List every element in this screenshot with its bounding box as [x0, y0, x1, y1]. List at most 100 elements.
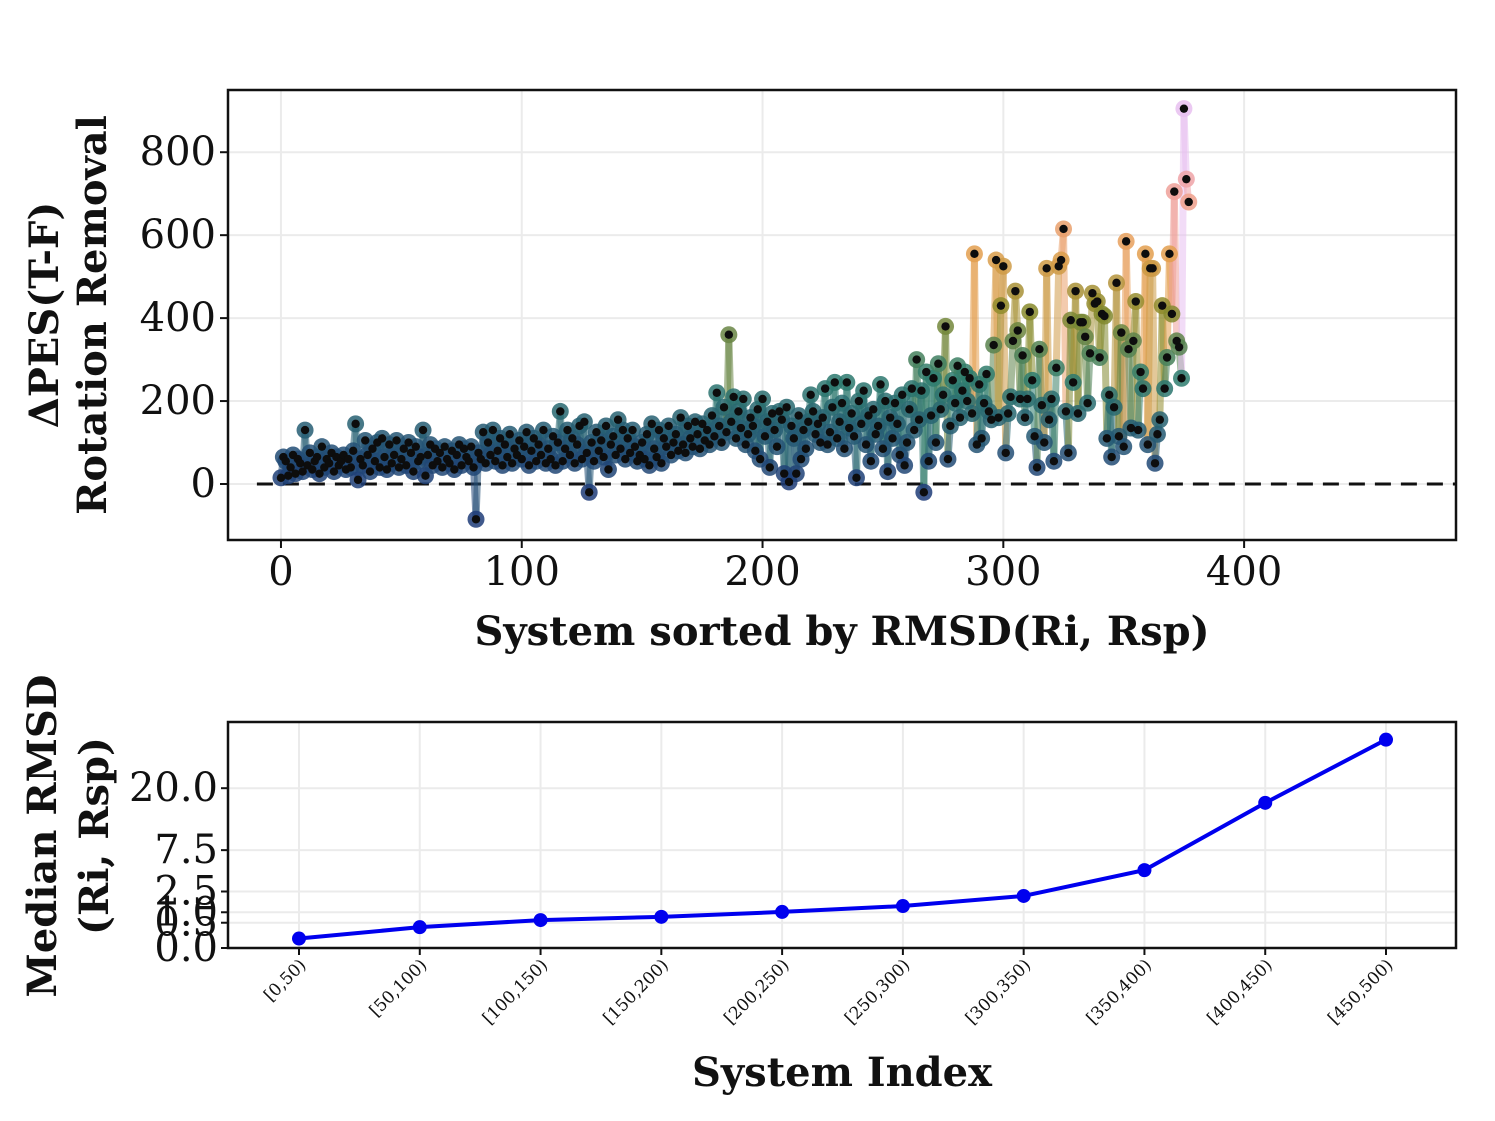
top-data-point: [999, 262, 1008, 271]
top-data-point: [840, 444, 849, 453]
top-data-point: [1061, 407, 1071, 416]
top-data-point: [507, 459, 517, 468]
top-data-point: [438, 463, 447, 472]
bottom-data-point: [1137, 863, 1152, 878]
top-data-point: [532, 456, 541, 466]
top-data-point: [527, 446, 536, 456]
top-data-point: [777, 415, 787, 424]
top-data-point: [765, 463, 774, 472]
top-data-point: [845, 423, 854, 433]
bottom-data-point: [1379, 732, 1393, 747]
top-data-point: [1064, 448, 1073, 458]
top-data-point: [1078, 318, 1087, 327]
top-data-point: [924, 456, 933, 466]
top-data-point: [459, 444, 469, 453]
top-data-point: [787, 421, 796, 431]
top-data-point: [794, 411, 803, 420]
bottom-y-axis-title-line2: (Ri, Rsp): [71, 737, 118, 935]
top-data-point: [782, 403, 791, 412]
top-x-tick-label: 200: [724, 549, 800, 595]
top-data-point: [743, 430, 753, 439]
top-data-point: [522, 427, 531, 437]
top-data-point: [657, 459, 666, 468]
top-data-point: [1035, 345, 1044, 354]
top-data-point: [1059, 224, 1068, 234]
top-data-point: [387, 459, 396, 468]
top-data-point: [308, 465, 317, 474]
top-data-point: [931, 438, 941, 447]
top-data-point: [955, 413, 965, 422]
top-data-point: [572, 440, 582, 449]
top-data-point: [479, 427, 488, 437]
top-data-point: [546, 454, 555, 464]
top-data-point: [922, 367, 931, 377]
top-data-point: [753, 405, 762, 414]
top-data-point: [315, 469, 324, 478]
bottom-x-ticks: [0,50) [50,100) [100,150) [150,200) [200,250…: [260, 948, 1398, 1029]
top-data-point: [849, 432, 859, 441]
top-data-point: [852, 473, 861, 482]
top-data-point: [871, 430, 880, 439]
top-data-point: [963, 396, 972, 406]
bottom-y-axis-title-line1: Median RMSD: [19, 675, 66, 998]
top-data-point: [276, 473, 286, 482]
top-data-point: [505, 430, 514, 439]
top-data-point: [1184, 197, 1193, 207]
top-data-point: [1158, 301, 1167, 310]
top-data-point: [1174, 342, 1184, 352]
top-data-point: [751, 446, 760, 456]
top-data-point: [799, 425, 808, 435]
top-data-point: [748, 421, 758, 431]
top-data-point: [1088, 289, 1097, 298]
top-data-point: [406, 448, 416, 458]
top-data-point: [597, 436, 606, 445]
top-data-point: [312, 452, 322, 462]
top-data-point: [678, 440, 688, 449]
top-data-point: [902, 438, 912, 447]
top-data-marks: [272, 100, 1198, 528]
top-data-point: [637, 438, 647, 447]
top-data-point: [416, 452, 425, 462]
top-data-point: [1083, 398, 1092, 408]
top-data-point: [606, 440, 616, 449]
top-data-point: [464, 456, 473, 466]
bottom-data-point: [1016, 888, 1031, 903]
top-data-point: [727, 417, 736, 426]
top-data-point: [958, 386, 967, 395]
top-data-point: [519, 442, 529, 451]
top-data-point: [599, 452, 608, 462]
top-data-segment: [1180, 105, 1190, 183]
top-data-point: [683, 421, 693, 431]
top-scatter-chart: 0 100 200 300 400 0 200 400 600 800 System sorte…: [21, 88, 1458, 655]
top-data-point: [975, 380, 984, 389]
top-data-point: [1131, 297, 1140, 306]
top-data-point: [888, 434, 897, 443]
top-data-point: [712, 388, 721, 397]
top-data-point: [919, 488, 929, 497]
bottom-y-tick-label: 0.5: [154, 900, 218, 946]
top-data-point: [592, 427, 601, 437]
top-data-point: [1177, 374, 1186, 383]
top-data-segment: [1052, 262, 1063, 372]
top-plot-frame: [226, 88, 1458, 542]
top-data-point: [1093, 297, 1102, 306]
top-data-point: [876, 380, 885, 389]
top-data-point: [1160, 384, 1169, 393]
top-data-point: [375, 463, 384, 472]
top-data-point: [967, 409, 977, 418]
bottom-x-tick-label: [400,450): [1204, 955, 1277, 1028]
top-data-segment: [995, 302, 1005, 422]
top-data-point: [739, 394, 748, 404]
top-data-point: [710, 432, 719, 441]
top-data-segment: [1026, 308, 1036, 384]
top-data-point: [589, 456, 599, 466]
top-data-point: [1030, 432, 1039, 441]
top-data-point: [647, 419, 656, 429]
top-data-point: [830, 378, 839, 387]
top-data-point: [820, 384, 830, 393]
top-data-point: [1109, 403, 1119, 412]
top-data-point: [1018, 351, 1027, 360]
top-data-point: [1100, 311, 1109, 321]
top-data-point: [946, 421, 955, 431]
top-data-point: [1133, 425, 1143, 435]
